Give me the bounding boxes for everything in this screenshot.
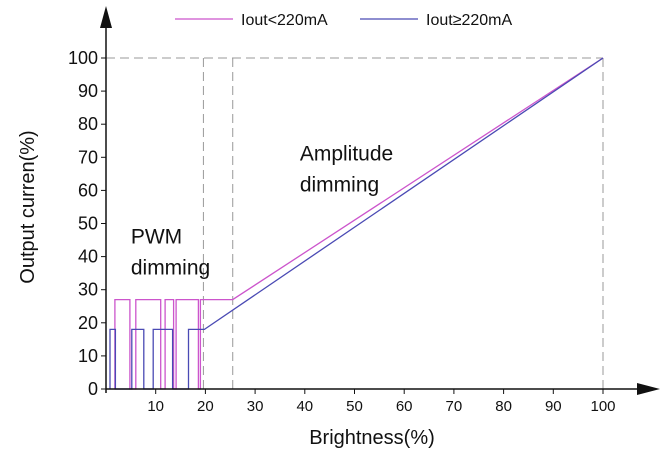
annotation-text: dimming [131, 256, 210, 279]
x-axis-arrow [637, 383, 660, 395]
x-tick-label: 90 [545, 398, 562, 415]
reference-lines [106, 57, 604, 389]
x-tick-label: 60 [396, 398, 413, 415]
x-tick-label: 30 [247, 398, 264, 415]
y-tick-label: 100 [68, 48, 98, 68]
x-tick-label: 70 [446, 398, 463, 415]
x-tick-label: 10 [147, 398, 164, 415]
x-tick-label: 50 [346, 398, 363, 415]
x-tick-label: 40 [296, 398, 313, 415]
axes [100, 6, 660, 395]
x-tick-label: 20 [197, 398, 214, 415]
x-tick-label: 100 [590, 398, 615, 415]
y-tick-label: 40 [78, 247, 98, 267]
series-lines [109, 57, 604, 390]
y-tick-label: 30 [78, 280, 98, 300]
y-tick-label: 90 [78, 81, 98, 101]
y-tick-label: 0 [88, 379, 98, 399]
annotation-text: dimming [300, 174, 379, 197]
y-tick-label: 50 [78, 214, 98, 234]
annotation-text: Amplitude [300, 143, 393, 166]
y-tick-label: 10 [78, 346, 98, 366]
legend: Iout<220mA Iout≥220mA [175, 12, 512, 29]
y-ticks: 0 10 20 30 40 50 60 70 80 90 100 [68, 48, 106, 399]
series-line-2 [109, 57, 604, 390]
x-tick-label: 80 [495, 398, 512, 415]
y-tick-label: 80 [78, 114, 98, 134]
annotation-text: PWM [131, 225, 182, 248]
annotations: PWM dimming Amplitude dimming [131, 143, 393, 280]
y-axis-title: Output curren(%) [17, 130, 39, 283]
y-tick-label: 20 [78, 313, 98, 333]
legend-label-1: Iout<220mA [241, 12, 328, 29]
y-tick-label: 70 [78, 147, 98, 167]
x-axis-title: Brightness(%) [309, 427, 435, 449]
legend-label-2: Iout≥220mA [426, 12, 512, 29]
y-axis-arrow [100, 6, 112, 28]
x-ticks: 10 20 30 40 50 60 70 80 90 100 [147, 389, 616, 415]
y-tick-label: 60 [78, 180, 98, 200]
